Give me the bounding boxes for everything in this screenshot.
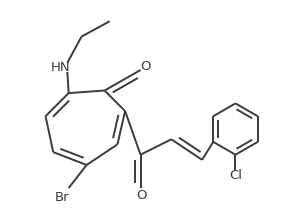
Text: Cl: Cl — [229, 169, 242, 182]
Text: Br: Br — [55, 191, 70, 204]
Text: O: O — [137, 189, 147, 202]
Text: O: O — [140, 60, 150, 73]
Text: HN: HN — [51, 61, 71, 74]
